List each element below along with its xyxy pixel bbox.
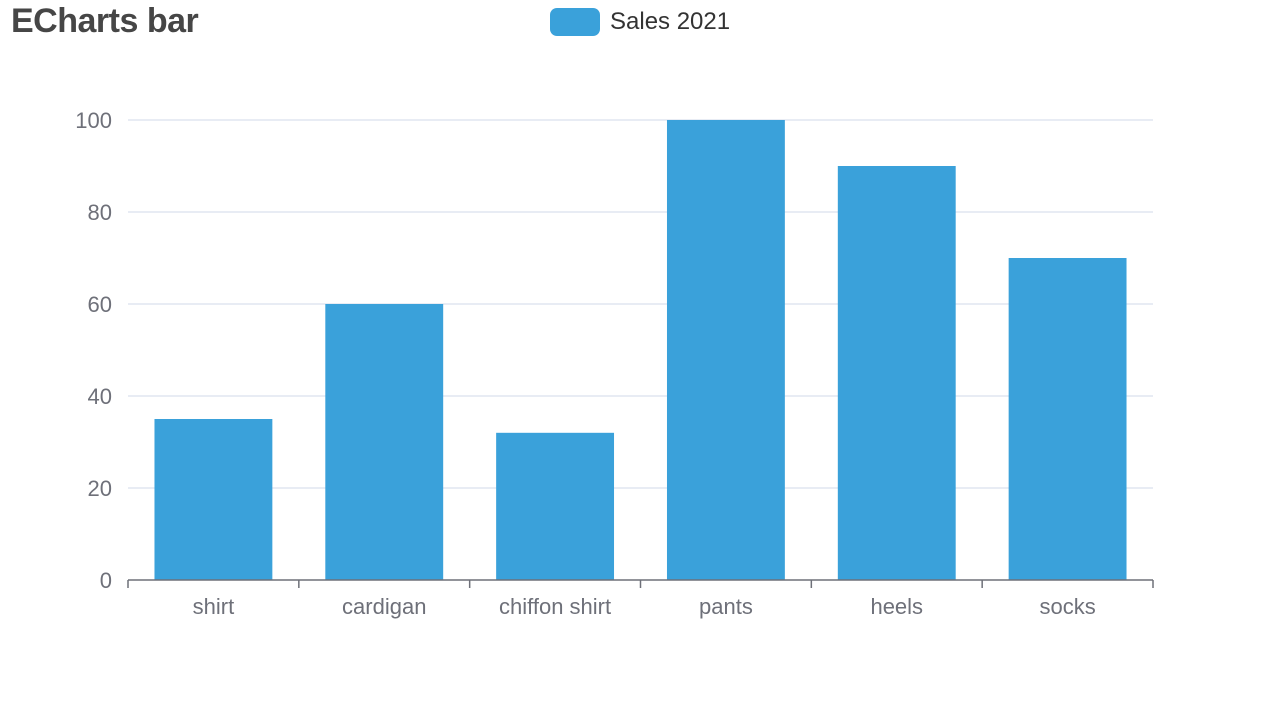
y-axis-labels: 0 20 40 60 80 100 — [75, 108, 112, 593]
legend-label: Sales 2021 — [610, 8, 731, 35]
y-tick-label: 80 — [88, 200, 112, 225]
x-tick-label: socks — [1039, 594, 1095, 619]
legend-swatch — [550, 8, 600, 36]
y-tick-label: 20 — [88, 476, 112, 501]
bars — [154, 120, 1127, 580]
bar[interactable] — [1008, 258, 1127, 580]
chart-title: ECharts bar — [11, 2, 199, 40]
bar[interactable] — [154, 419, 273, 580]
y-tick-label: 0 — [100, 568, 112, 593]
x-tick-label: pants — [699, 594, 753, 619]
x-tick-label: cardigan — [342, 594, 426, 619]
gridlines — [128, 119, 1153, 489]
bar[interactable] — [666, 120, 785, 580]
legend[interactable]: Sales 2021 — [550, 8, 730, 36]
x-tick-label: chiffon shirt — [499, 594, 611, 619]
bar[interactable] — [325, 304, 444, 580]
x-tick-label: heels — [870, 594, 923, 619]
x-tick-label: shirt — [193, 594, 235, 619]
y-tick-label: 60 — [88, 292, 112, 317]
y-tick-label: 40 — [88, 384, 112, 409]
bar[interactable] — [496, 432, 615, 580]
bar[interactable] — [837, 166, 956, 580]
x-axis: shirt cardigan chiffon shirt pants heels sock… — [127, 579, 1154, 619]
y-tick-label: 100 — [75, 108, 112, 133]
